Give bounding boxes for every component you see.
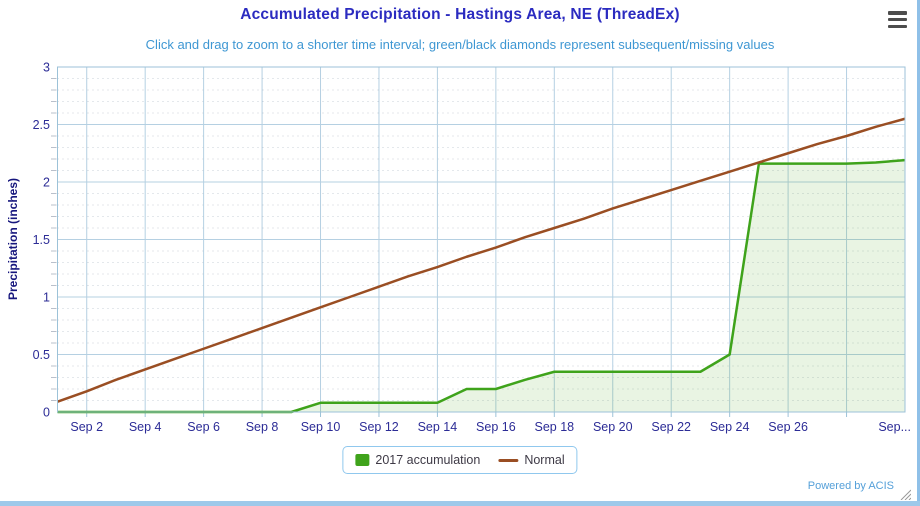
x-tick-label: Sep 14 (418, 420, 458, 434)
chart-title: Accumulated Precipitation - Hastings Are… (240, 6, 680, 23)
x-tick-label: Sep 6 (187, 420, 220, 434)
y-tick-label: 2 (43, 176, 50, 190)
x-tick-label: Sep 8 (246, 420, 279, 434)
x-tick-label: Sep 20 (593, 420, 633, 434)
x-tick-label: Sep... (878, 420, 911, 434)
normal-line (57, 117, 906, 403)
legend-label-normal[interactable]: Normal (524, 453, 565, 467)
powered-by-acis-link[interactable]: Powered by ACIS (807, 480, 894, 492)
legend-label-accumulation[interactable]: 2017 accumulation (375, 453, 481, 467)
hamburger-menu-icon (888, 11, 907, 15)
x-tick-label: Sep 2 (70, 420, 103, 434)
hamburger-menu-icon (888, 17, 907, 22)
chart-export-menu-button[interactable] (888, 11, 907, 28)
chart-subtitle: Click and drag to zoom to a shorter time… (145, 37, 775, 52)
accumulation-area-fill (57, 160, 905, 412)
x-tick-label: Sep 24 (710, 420, 750, 434)
x-tick-label: Sep 26 (768, 420, 808, 434)
window-frame-bottom (0, 501, 920, 506)
resize-grip-icon[interactable] (899, 488, 911, 500)
x-tick-label: Sep 4 (129, 420, 162, 434)
y-tick-label: 2.5 (33, 118, 50, 132)
y-tick-label: 1 (43, 291, 50, 305)
window-frame-right (917, 0, 920, 506)
x-tick-label: Sep 16 (476, 420, 516, 434)
normal-legend-swatch-icon[interactable] (498, 458, 519, 462)
legend: 2017 accumulation Normal (342, 446, 578, 474)
y-tick-label: 0.5 (33, 348, 50, 362)
y-tick-label: 3 (43, 61, 50, 75)
y-tick-label: 1.5 (33, 233, 50, 247)
x-tick-label: Sep 12 (359, 420, 399, 434)
plot-area[interactable] (58, 67, 906, 412)
x-tick-label: Sep 10 (301, 420, 341, 434)
plot-border (57, 66, 906, 413)
x-tick-label: Sep 22 (651, 420, 691, 434)
hamburger-menu-icon (888, 24, 907, 28)
y-tick-label: 0 (43, 406, 50, 420)
x-tick-label: Sep 18 (534, 420, 574, 434)
accumulation-legend-swatch-icon[interactable] (355, 454, 370, 466)
